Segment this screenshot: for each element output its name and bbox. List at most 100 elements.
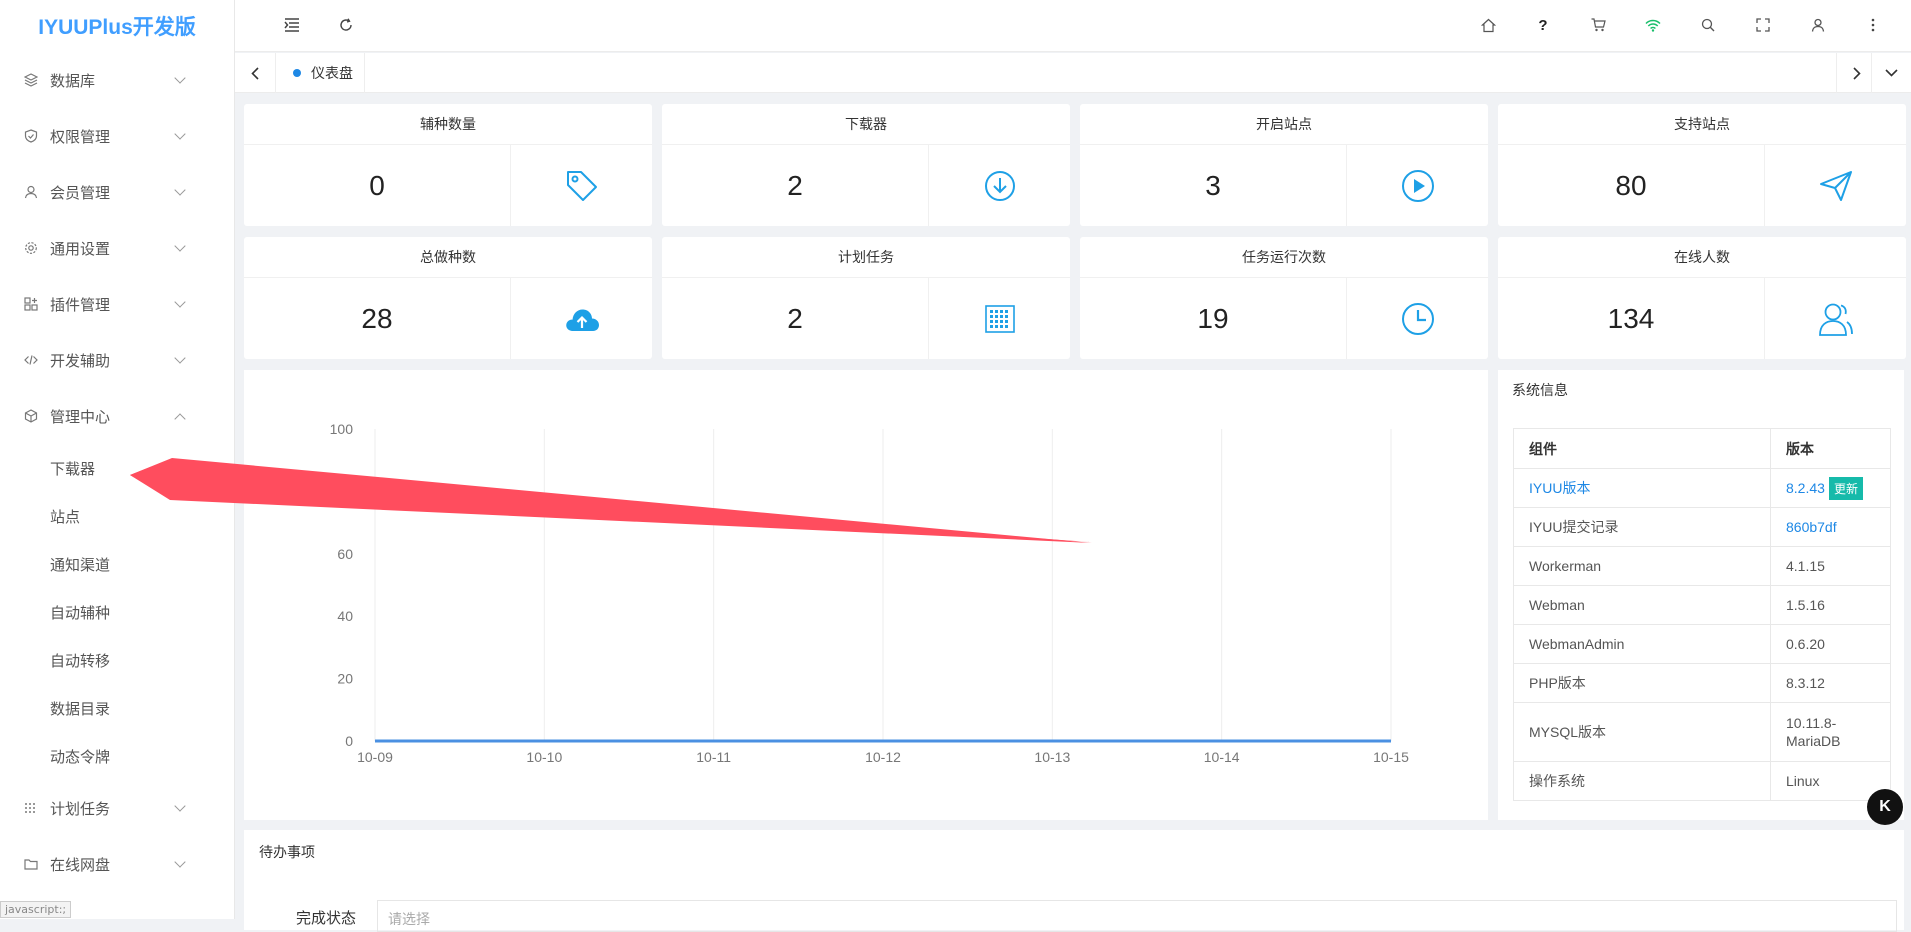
component-name: Webman — [1514, 586, 1771, 625]
x-tick-label: 10-13 — [1034, 749, 1070, 765]
chevron-down-icon — [174, 184, 185, 195]
sidebar-subitem-automove[interactable]: 自动转移 — [50, 650, 110, 671]
stat-value: 28 — [244, 278, 511, 359]
status-filter-select[interactable]: 请选择 — [377, 900, 1897, 932]
stat-value: 134 — [1498, 278, 1765, 359]
x-tick-label: 10-15 — [1373, 749, 1409, 765]
sidebar-subitem-downloader[interactable]: 下载器 — [50, 458, 95, 479]
sidebar-item-settings[interactable]: 通用设置 — [0, 228, 235, 268]
component-version: 10.11.8-MariaDB — [1771, 703, 1891, 762]
version-value[interactable]: 8.2.43 — [1786, 480, 1825, 496]
stat-title: 下载器 — [662, 104, 1070, 145]
folder-icon — [24, 857, 38, 871]
search-icon[interactable] — [1693, 10, 1723, 40]
sidebar-item-label: 数据库 — [50, 70, 95, 91]
stat-title: 计划任务 — [662, 237, 1070, 278]
sidebar-subitem-sites[interactable]: 站点 — [50, 506, 80, 527]
layers-icon — [24, 73, 38, 87]
floating-helper-button[interactable]: K — [1867, 789, 1903, 825]
component-version: 0.6.20 — [1771, 625, 1891, 664]
stat-card: 辅种数量 0 — [244, 104, 652, 226]
download-circle-icon — [929, 145, 1070, 226]
tabs-prev-button[interactable] — [235, 53, 275, 93]
tabs-next-button[interactable] — [1836, 53, 1876, 93]
component-version: 4.1.15 — [1771, 547, 1891, 586]
menu-toggle-icon[interactable] — [277, 10, 307, 40]
refresh-icon[interactable] — [331, 10, 361, 40]
x-tick-label: 10-10 — [526, 749, 562, 765]
stat-title: 开启站点 — [1080, 104, 1488, 145]
sidebar-item-label: 计划任务 — [50, 798, 110, 819]
stat-card: 计划任务 2 — [662, 237, 1070, 359]
stat-card: 开启站点 3 — [1080, 104, 1488, 226]
cart-icon[interactable] — [1583, 10, 1613, 40]
sidebar-item-devtools[interactable]: 开发辅助 — [0, 340, 235, 380]
chevron-down-icon — [174, 800, 185, 811]
sidebar-item-label: 权限管理 — [50, 126, 110, 147]
sidebar-item-members[interactable]: 会员管理 — [0, 172, 235, 212]
table-header-row: 组件 版本 — [1514, 429, 1891, 469]
table-row: Workerman 4.1.15 — [1514, 547, 1891, 586]
table-row: Webman 1.5.16 — [1514, 586, 1891, 625]
table-row: MYSQL版本 10.11.8-MariaDB — [1514, 703, 1891, 762]
stat-title: 辅种数量 — [244, 104, 652, 145]
y-tick-label: 20 — [337, 671, 353, 687]
help-icon[interactable]: ? — [1528, 10, 1558, 40]
update-button[interactable]: 更新 — [1829, 477, 1863, 500]
sidebar-item-plugins[interactable]: 插件管理 — [0, 284, 235, 324]
calendar-icon — [929, 278, 1070, 359]
system-info-title: 系统信息 — [1512, 380, 1568, 400]
component-name: MYSQL版本 — [1514, 703, 1771, 762]
stat-card: 任务运行次数 19 — [1080, 237, 1488, 359]
chevron-down-icon — [174, 72, 185, 83]
user-icon[interactable] — [1803, 10, 1833, 40]
y-tick-label: 60 — [337, 546, 353, 562]
y-tick-label: 40 — [337, 608, 353, 624]
sidebar-item-database[interactable]: 数据库 — [0, 60, 235, 100]
x-tick-label: 10-11 — [696, 749, 731, 765]
tab-label: 仪表盘 — [311, 63, 353, 83]
sidebar-item-admin[interactable]: 管理中心 — [0, 396, 235, 436]
component-name: Workerman — [1514, 547, 1771, 586]
sidebar-item-netdisk[interactable]: 在线网盘 — [0, 844, 235, 884]
status-filter-label: 完成状态 — [296, 907, 356, 928]
todo-title: 待办事项 — [259, 842, 315, 862]
stat-value: 2 — [662, 278, 929, 359]
tag-icon — [511, 145, 652, 226]
table-row: PHP版本 8.3.12 — [1514, 664, 1891, 703]
tabs-dropdown-button[interactable] — [1871, 53, 1911, 93]
sidebar-subitem-datadir[interactable]: 数据目录 — [50, 698, 110, 719]
sidebar-item-tasks[interactable]: 计划任务 — [0, 788, 235, 828]
clock-icon — [1347, 278, 1488, 359]
stat-value: 80 — [1498, 145, 1765, 226]
sidebar-item-label: 管理中心 — [50, 406, 110, 427]
component-name: WebmanAdmin — [1514, 625, 1771, 664]
sidebar-item-label: 开发辅助 — [50, 350, 110, 371]
more-vertical-icon[interactable] — [1858, 10, 1888, 40]
users-icon — [1765, 278, 1906, 359]
table-row: 操作系统 Linux — [1514, 762, 1891, 801]
iyuu-version-link[interactable]: IYUU版本 — [1529, 480, 1590, 496]
home-icon[interactable] — [1473, 10, 1503, 40]
sidebar-subitem-notify[interactable]: 通知渠道 — [50, 554, 110, 575]
paper-plane-icon — [1765, 145, 1906, 226]
sidebar-subitem-autoseed[interactable]: 自动辅种 — [50, 602, 110, 623]
code-icon — [24, 353, 38, 367]
wifi-icon[interactable] — [1638, 10, 1668, 40]
stat-value: 19 — [1080, 278, 1347, 359]
gear-icon — [24, 241, 38, 255]
fullscreen-icon[interactable] — [1748, 10, 1778, 40]
sidebar-subitem-token[interactable]: 动态令牌 — [50, 746, 110, 767]
sidebar-item-label: 在线网盘 — [50, 854, 110, 875]
tab-dashboard[interactable]: 仪表盘 — [275, 53, 365, 93]
sidebar: IYUUPlus开发版 数据库 权限管理 会员管理 通用设置 插件管理 — [0, 0, 235, 919]
component-version: 8.3.12 — [1771, 664, 1891, 703]
chevron-down-icon — [174, 296, 185, 307]
cube-icon — [24, 409, 38, 423]
app-logo[interactable]: IYUUPlus开发版 — [0, 0, 234, 52]
commit-link[interactable]: 860b7df — [1786, 519, 1837, 535]
active-dot-icon — [293, 69, 301, 77]
sidebar-item-permissions[interactable]: 权限管理 — [0, 116, 235, 156]
